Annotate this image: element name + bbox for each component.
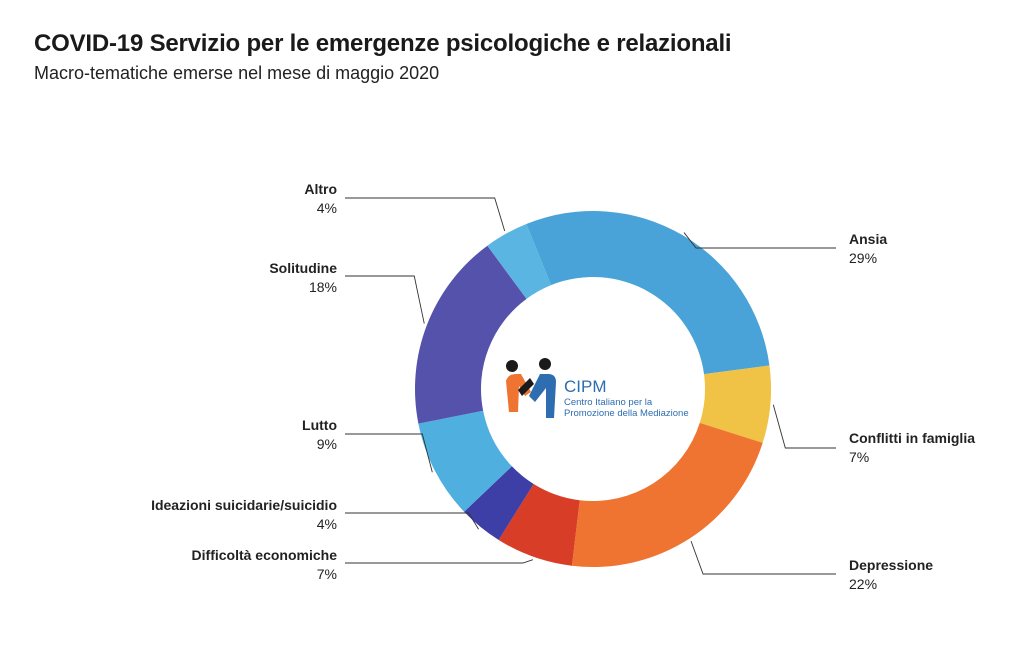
- logo-line-2: Promozione della Mediazione: [564, 408, 689, 419]
- cipm-logo: CIPM Centro Italiano per la Promozione d…: [506, 358, 689, 419]
- value-label-conflitti-in-famiglia: 7%: [849, 449, 869, 465]
- label-solitudine: Solitudine: [269, 260, 337, 276]
- slice-ansia: [526, 211, 770, 375]
- logo-line-1: Centro Italiano per la: [564, 397, 653, 408]
- logo-figure-head-right: [539, 358, 551, 370]
- leader-line-depressione: [690, 540, 836, 575]
- leader-line-altro: [345, 197, 506, 232]
- leader-line-ansia: [683, 232, 836, 249]
- leader-line-conflitti-in-famiglia: [772, 404, 836, 449]
- chart-subtitle: Macro-tematiche emerse nel mese di maggi…: [34, 63, 440, 83]
- logo-figure-left: [506, 374, 531, 412]
- value-label-solitudine: 18%: [309, 279, 337, 295]
- label-ideazioni-suicidarie-suicidio: Ideazioni suicidarie/suicidio: [151, 497, 337, 513]
- logo-handshake: [518, 378, 534, 396]
- value-label-lutto: 9%: [317, 436, 337, 452]
- label-altro: Altro: [304, 181, 337, 197]
- value-label-altro: 4%: [317, 200, 337, 216]
- label-ansia: Ansia: [849, 231, 887, 247]
- value-label-ideazioni-suicidarie-suicidio: 4%: [317, 516, 337, 532]
- slice-conflitti-in-famiglia: [699, 365, 771, 443]
- logo-figure-right: [529, 374, 556, 418]
- label-lutto: Lutto: [302, 417, 337, 433]
- slice-depressione: [571, 422, 763, 567]
- label-conflitti-in-famiglia: Conflitti in famiglia: [849, 430, 975, 446]
- leader-line-ideazioni-suicidarie-suicidio: [345, 512, 479, 530]
- slice-ideazioni-suicidarie-suicidio: [464, 466, 534, 540]
- slice-lutto: [418, 410, 512, 512]
- logo-figure-head-left: [506, 360, 518, 372]
- logo-name: CIPM: [564, 377, 607, 396]
- slice-solitudine: [415, 245, 527, 424]
- value-label-ansia: 29%: [849, 250, 877, 266]
- label-difficolt-economiche: Difficoltà economiche: [192, 547, 338, 563]
- leader-line-lutto: [345, 433, 433, 473]
- slice-difficolt-economiche: [498, 483, 580, 566]
- value-label-depressione: 22%: [849, 576, 877, 592]
- leader-line-solitudine: [345, 275, 425, 324]
- slice-altro: [487, 223, 552, 299]
- label-depressione: Depressione: [849, 557, 933, 573]
- chart-title: COVID-19 Servizio per le emergenze psico…: [34, 30, 732, 57]
- leader-line-difficolt-economiche: [345, 559, 534, 564]
- value-label-difficolt-economiche: 7%: [317, 566, 337, 582]
